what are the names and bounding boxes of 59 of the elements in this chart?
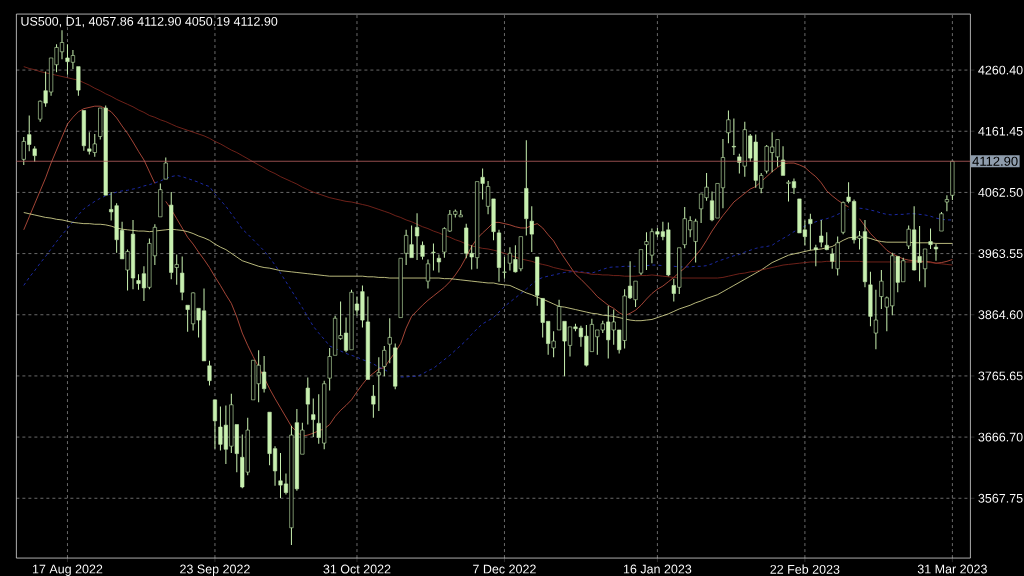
candlestick <box>180 255 185 301</box>
x-tick-label: 17 Aug 2022 <box>32 564 103 576</box>
candlestick <box>158 182 163 218</box>
candlestick <box>327 347 332 392</box>
candlestick <box>535 256 540 307</box>
candlestick <box>387 317 392 364</box>
candlestick <box>382 345 387 377</box>
candlestick <box>76 66 81 97</box>
candlestick <box>928 228 933 250</box>
chart-title: US500, D1, 4057.86 4112.90 4050.19 4112.90 <box>21 16 278 28</box>
x-tick-label: 16 Jan 2023 <box>623 564 692 574</box>
y-tick-label: 4260.40 <box>978 65 1023 75</box>
candlestick <box>824 231 829 250</box>
candlestick <box>944 194 949 212</box>
candlestick <box>638 249 644 276</box>
candlestick <box>819 219 824 248</box>
y-tick-label: 4161.45 <box>978 126 1023 136</box>
candlestick <box>868 271 873 327</box>
candlestick <box>425 258 431 290</box>
candlestick <box>436 254 441 273</box>
candlestick <box>393 343 398 390</box>
candlestick <box>365 296 370 380</box>
y-tick-label: 3666.70 <box>978 432 1023 442</box>
candlestick <box>808 213 813 251</box>
candlestick <box>496 229 502 283</box>
candlestick <box>207 360 212 387</box>
candlestick <box>398 257 403 318</box>
candlestick <box>731 118 736 156</box>
candlestick <box>873 289 878 350</box>
x-tick-label: 31 Mar 2023 <box>917 564 987 574</box>
candlestick <box>502 256 507 280</box>
candlestick <box>841 202 846 235</box>
candlestick <box>780 145 786 176</box>
candlestick <box>81 110 86 152</box>
y-tick-label: 3864.60 <box>978 310 1023 320</box>
ref-line-label: 4112.90 <box>972 156 1018 166</box>
candlestick <box>431 242 436 272</box>
x-tick-label: 31 Oct 2022 <box>323 564 391 574</box>
candlestick <box>376 356 381 412</box>
candlestick <box>524 139 529 236</box>
x-tick-label: 23 Sep 2022 <box>180 564 250 576</box>
candlestick <box>726 110 731 144</box>
y-tick-label: 3567.75 <box>978 493 1023 503</box>
x-tick-label: 7 Dec 2022 <box>473 564 536 574</box>
y-tick-label: 3765.65 <box>978 371 1023 381</box>
x-tick-label: 22 Feb 2023 <box>770 564 840 574</box>
candlestick <box>212 399 217 450</box>
candlestick <box>939 211 944 232</box>
candlestick <box>311 398 316 438</box>
y-tick-label: 3963.55 <box>978 249 1023 259</box>
candlestick <box>305 377 310 426</box>
candlestick <box>529 205 534 253</box>
candlestick <box>950 160 955 201</box>
candlestick <box>879 269 884 310</box>
y-tick-label: 4062.50 <box>978 188 1023 197</box>
candlestick <box>371 384 376 419</box>
candlestick <box>415 212 420 261</box>
candlestick <box>933 243 939 262</box>
candlestick <box>813 244 818 267</box>
